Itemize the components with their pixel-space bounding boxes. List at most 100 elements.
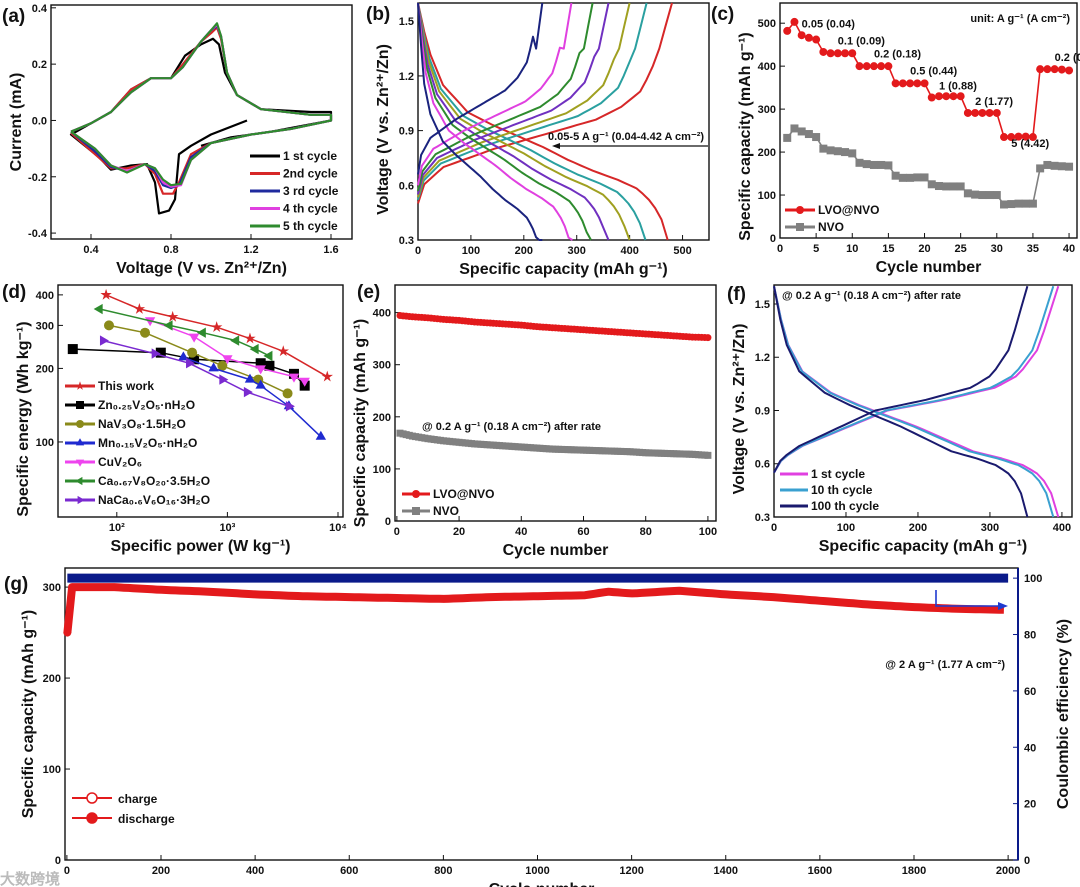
data-point <box>249 343 259 355</box>
data-point <box>942 92 951 101</box>
data-point <box>804 130 813 139</box>
y-tick-label: -0.4 <box>28 228 48 240</box>
legend-label: Ca₀.₆₇V₈O₂₀·3.5H₂O <box>98 474 210 488</box>
x-tick-label: 1.6 <box>323 244 338 256</box>
y-tick-label: 500 <box>758 18 776 30</box>
data-point <box>1028 133 1037 142</box>
data-point <box>255 358 266 369</box>
data-point <box>884 62 893 71</box>
y-tick-label: 300 <box>36 320 54 332</box>
y2-tick-label: 100 <box>1024 573 1042 585</box>
data-point <box>927 180 936 189</box>
x-tick-label: 10⁴ <box>329 522 347 534</box>
y-tick-label: 0.9 <box>755 405 770 417</box>
data-point <box>920 173 929 182</box>
panel-f: 0 100 200 300 400 0.3 0.6 0.9 1.2 1.5 Specific cap… <box>731 284 1073 555</box>
x-tick-label: 10² <box>109 522 125 534</box>
data-point <box>978 108 987 117</box>
x-tick-label: 15 <box>882 243 894 255</box>
data-point <box>166 310 179 322</box>
y-axis-title: Voltage (V vs. Zn²⁺/Zn) <box>375 44 392 215</box>
y2-tick-label: 0 <box>1024 855 1030 867</box>
ragone-line <box>102 339 290 408</box>
data-point <box>1000 200 1009 209</box>
arrow-head-icon <box>998 602 1008 610</box>
cv-curve <box>70 22 333 187</box>
y-tick-label: 0.9 <box>399 126 414 138</box>
data-point <box>163 320 173 331</box>
legend-label: 1 st cycle <box>283 149 337 163</box>
x-axis-title: Cycle number <box>503 542 609 559</box>
legend-label: CuV₂O₆ <box>98 455 142 469</box>
legend-marker <box>86 812 98 824</box>
x-tick-label: 35 <box>1027 243 1039 255</box>
y-tick-label: 200 <box>43 673 61 685</box>
data-point <box>949 182 958 191</box>
data-point <box>898 173 907 182</box>
y-tick-label: 1.2 <box>399 71 414 83</box>
y-tick-label: 400 <box>36 290 54 302</box>
x-tick-label: 1.2 <box>243 244 258 256</box>
x-tick-label: 200 <box>152 865 170 877</box>
data-point <box>208 362 219 372</box>
x-tick-label: 80 <box>640 526 652 538</box>
x-tick-label: 300 <box>568 245 586 257</box>
data-point <box>315 430 327 440</box>
x-tick-label: 40 <box>515 526 527 538</box>
rate-label: 0.5 (0.44) <box>910 66 957 78</box>
x-tick-label: 100 <box>837 522 855 534</box>
data-point <box>927 93 936 102</box>
legend-marker <box>796 223 804 231</box>
data-point <box>790 17 799 26</box>
y-axis-title: Specific capacity (mAh g⁻¹) <box>352 319 369 528</box>
y2-tick-label: 80 <box>1024 630 1036 642</box>
data-point <box>178 351 189 361</box>
plot-frame-c <box>779 2 1078 239</box>
data-point <box>285 401 295 412</box>
charge-curve <box>417 2 610 195</box>
data-point <box>217 360 228 371</box>
data-point <box>963 108 972 117</box>
data-point <box>222 355 233 365</box>
data-point <box>1014 132 1023 141</box>
x-tick-label: 100 <box>462 245 480 257</box>
data-point <box>100 288 112 300</box>
data-point <box>263 350 273 362</box>
data-point <box>244 373 256 383</box>
y-tick-label: 0.6 <box>399 180 414 192</box>
y-tick-label: 400 <box>758 61 776 73</box>
rate-label: 0.05 (0.04) <box>802 18 856 30</box>
rate-label: 0.1 (0.09) <box>838 36 885 48</box>
ragone-line <box>108 324 288 395</box>
data-point <box>971 190 980 199</box>
x-tick-label: 200 <box>515 245 533 257</box>
data-point <box>797 127 806 136</box>
data-point <box>855 158 864 167</box>
data-point <box>219 374 229 385</box>
unit-note: unit: A g⁻¹ (A cm⁻²) <box>970 13 1070 25</box>
x-tick-label: 1400 <box>714 865 738 877</box>
data-point <box>1021 199 1030 208</box>
x-axis-title: Cycle number <box>876 259 982 276</box>
data-point <box>819 144 828 153</box>
data-point <box>934 92 943 101</box>
data-point <box>812 35 821 44</box>
x-axis-title: Cycle number <box>489 881 595 887</box>
legend-label: discharge <box>118 812 175 826</box>
condition-annotation: @ 0.2 A g⁻¹ (0.18 A cm⁻²) after rate <box>422 421 601 433</box>
legend-marker <box>76 401 84 409</box>
discharge-curve <box>417 2 592 241</box>
legend-label: Zn₀.₂₅V₂O₅·nH₂O <box>98 398 195 412</box>
watermark: 大数跨境 <box>0 870 60 887</box>
y-tick-label: 0.4 <box>32 3 48 15</box>
rate-label: 0.2 (0.18) <box>874 49 921 61</box>
y-tick-label: 0.3 <box>755 512 770 524</box>
data-point <box>188 333 200 343</box>
data-point <box>1065 66 1074 75</box>
rate-annotation: 0.05-5 A g⁻¹ (0.04-4.42 A cm⁻²) <box>548 131 704 143</box>
x-tick-label: 0 <box>64 865 70 877</box>
legend-label: This work <box>98 379 154 393</box>
data-point <box>140 327 151 338</box>
